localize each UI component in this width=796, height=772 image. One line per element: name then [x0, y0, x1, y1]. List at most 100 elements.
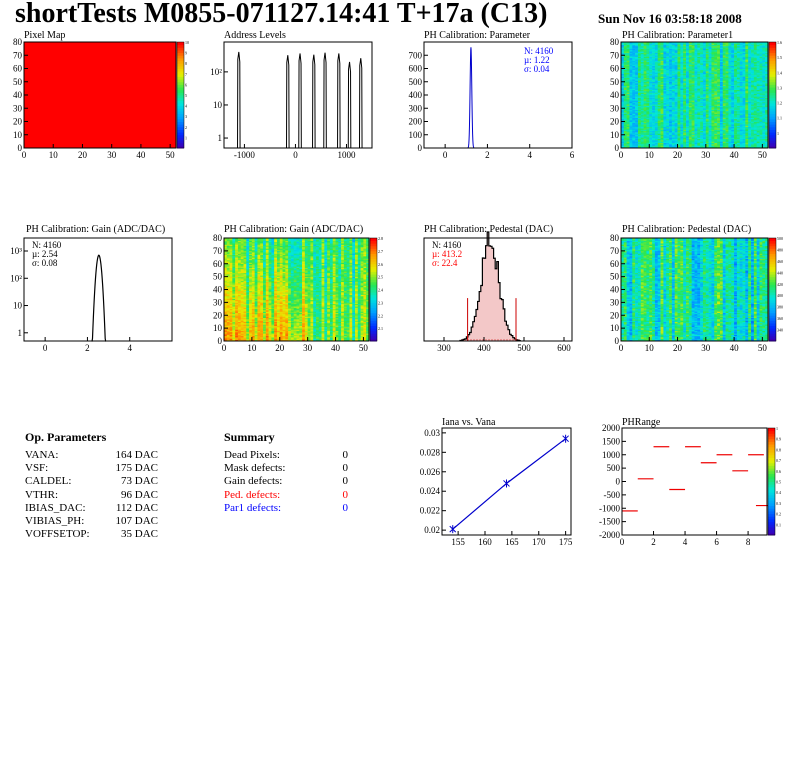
heatmap-cell	[691, 134, 695, 137]
heatmap-cell	[725, 83, 729, 85]
heatmap-cell	[765, 101, 769, 104]
heatmap-cell	[705, 110, 709, 113]
heatmap-cell	[629, 75, 633, 77]
heatmap-cell	[734, 57, 738, 60]
heatmap-cell	[677, 128, 681, 130]
heatmap-cell	[646, 133, 650, 136]
heatmap-cell	[736, 88, 741, 90]
heatmap-cell	[629, 133, 633, 136]
heatmap-cell	[660, 118, 664, 121]
heatmap-cell	[694, 116, 698, 118]
heatmap-cell	[742, 45, 746, 48]
colorbar-cell	[769, 55, 776, 59]
heatmap-cell	[657, 142, 661, 145]
heatmap-cell	[736, 57, 741, 60]
chart-gainhist: PH Calibration: Gain (ADC/DAC)0 2 411010²1…	[10, 224, 173, 353]
heatmap-cell	[635, 112, 639, 114]
heatmap-cell	[753, 136, 757, 138]
heatmap-cell	[705, 97, 709, 100]
heatmap-cell	[697, 77, 701, 80]
heatmap-cell	[643, 84, 647, 87]
heatmap-cell	[734, 124, 738, 126]
heatmap-cell	[742, 101, 746, 104]
heatmap-cell	[739, 88, 743, 90]
heatmap-cell	[671, 84, 676, 87]
heatmap-cell	[756, 140, 760, 142]
heatmap-cell	[657, 69, 661, 72]
heatmap-cell	[652, 60, 656, 63]
heatmap-cell	[717, 71, 721, 73]
heatmap-cell	[637, 102, 642, 105]
heatmap-cell	[748, 81, 752, 84]
heatmap-cell	[649, 52, 653, 55]
heatmap-cell	[660, 57, 664, 60]
heatmap-cell	[635, 64, 639, 67]
heatmap-cell	[688, 92, 692, 94]
heatmap-cell	[683, 140, 687, 142]
heatmap-cell	[691, 87, 695, 89]
heatmap-cell	[224, 306, 228, 308]
heatmap-cell	[731, 136, 735, 138]
heatmap-cell	[751, 91, 755, 93]
heatmap-cell	[671, 114, 676, 117]
heatmap-cell	[753, 57, 757, 60]
heatmap-cell	[714, 75, 718, 77]
heatmap-cell	[621, 140, 625, 142]
heatmap-cell	[646, 75, 650, 77]
histogram-peak	[298, 53, 302, 149]
heatmap-cell	[629, 84, 633, 87]
colorbar-cell	[769, 110, 776, 115]
heatmap-cell	[762, 97, 766, 100]
heatmap-cell	[731, 141, 735, 143]
heatmap-cell	[649, 71, 653, 73]
heatmap-cell	[708, 138, 712, 141]
heatmap-cell	[725, 88, 729, 90]
heatmap-cell	[697, 67, 701, 69]
heatmap-cell	[734, 130, 738, 133]
heatmap-cell	[666, 116, 670, 118]
heatmap-cell	[725, 81, 729, 84]
heatmap-cell	[637, 80, 642, 83]
heatmap-cell	[705, 134, 709, 137]
heatmap-cell	[680, 47, 684, 49]
heatmap-cell	[621, 63, 625, 65]
heatmap-cell	[637, 124, 642, 126]
heatmap-cell	[663, 85, 667, 88]
heatmap-cell	[629, 48, 633, 51]
heatmap-cell	[640, 63, 644, 65]
heatmap-cell	[629, 132, 633, 134]
heatmap-cell	[640, 140, 644, 142]
heatmap-cell	[751, 108, 755, 110]
heatmap-cell	[714, 128, 718, 130]
heatmap-cell	[635, 108, 639, 110]
heatmap-cell	[666, 44, 670, 47]
heatmap-cell	[671, 110, 676, 113]
heatmap-cell	[700, 129, 704, 132]
heatmap-cell	[629, 83, 633, 85]
heatmap-cell	[708, 52, 712, 55]
heatmap-cell	[688, 116, 692, 118]
heatmap-cell	[224, 257, 228, 259]
heatmap-cell	[702, 100, 707, 102]
heatmap-cell	[702, 52, 707, 55]
heatmap-cell	[680, 88, 684, 90]
heatmap-cell	[691, 101, 695, 104]
heatmap-cell	[654, 65, 659, 68]
y-tick-label: 0	[615, 143, 620, 153]
heatmap-cell	[756, 133, 760, 136]
heatmap-cell	[686, 145, 690, 147]
heatmap-cell	[674, 60, 678, 63]
heatmap-cell	[637, 113, 642, 116]
heatmap-cell	[734, 48, 738, 51]
heatmap-cell	[637, 105, 642, 108]
heatmap-cell	[654, 128, 659, 130]
heatmap-cell	[762, 60, 766, 63]
heatmap-cell	[621, 121, 625, 124]
heatmap-cell	[719, 130, 724, 133]
heatmap-cell	[677, 96, 681, 98]
heatmap-cell	[705, 113, 709, 116]
heatmap-cell	[700, 45, 704, 48]
heatmap-cell	[751, 117, 755, 120]
heatmap-cell	[640, 128, 644, 130]
heatmap-cell	[702, 84, 707, 87]
